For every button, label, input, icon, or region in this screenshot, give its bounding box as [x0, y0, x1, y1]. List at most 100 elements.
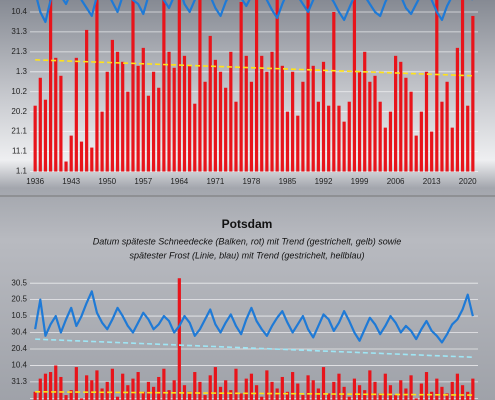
bar — [182, 55, 187, 172]
bar — [115, 396, 120, 400]
bar — [177, 0, 181, 172]
bar — [59, 376, 63, 400]
bar — [38, 378, 42, 400]
y-tick-label: 10.2 — [11, 87, 27, 96]
bar — [316, 101, 320, 172]
bar — [95, 370, 99, 400]
bar — [430, 391, 434, 400]
bar — [33, 391, 37, 400]
bar — [424, 71, 429, 172]
bar — [193, 103, 197, 172]
bar — [321, 61, 326, 172]
bar — [162, 368, 166, 400]
x-tick-label: 1964 — [170, 177, 188, 186]
bar — [352, 0, 357, 172]
bar — [414, 135, 418, 172]
trend-line — [35, 390, 473, 396]
bar — [136, 372, 140, 400]
y-tick-label: 30.4 — [11, 328, 27, 337]
bar — [445, 393, 449, 400]
y-tick-label: 31.3 — [11, 377, 27, 386]
bar — [188, 391, 192, 400]
bar — [146, 381, 151, 400]
bar — [291, 71, 295, 172]
bar — [95, 0, 99, 172]
bar — [471, 15, 475, 172]
bar — [167, 51, 171, 172]
bar — [110, 39, 114, 172]
x-tick-label: 1936 — [26, 177, 44, 186]
bar — [260, 396, 264, 400]
x-tick-label: 1943 — [62, 177, 80, 186]
bar — [424, 372, 429, 400]
bar — [43, 99, 48, 172]
plot-area — [30, 0, 478, 172]
bar — [337, 373, 341, 400]
bar — [203, 395, 207, 400]
bar — [74, 57, 78, 172]
bar — [79, 141, 84, 172]
bar — [373, 381, 377, 400]
bar — [193, 372, 197, 400]
bar — [368, 81, 372, 172]
bar — [306, 0, 310, 172]
bar — [285, 391, 290, 400]
bar — [270, 51, 274, 172]
chart-subtitle: Datum späteste Schneedecke (Balken, rot)… — [93, 236, 401, 246]
bar — [445, 81, 449, 172]
bar — [275, 0, 279, 172]
bar — [347, 101, 351, 172]
bar — [224, 380, 228, 400]
data-line — [34, 290, 474, 344]
bar — [383, 127, 387, 172]
bar — [234, 101, 238, 172]
trend-line — [35, 59, 473, 77]
y-tick-label: 10.5 — [11, 311, 27, 320]
bar — [399, 61, 403, 172]
bar — [85, 375, 89, 400]
bar — [285, 111, 290, 172]
bar — [213, 59, 217, 172]
bar — [64, 395, 68, 400]
y-tick-label: 20.5 — [11, 295, 27, 304]
bar — [270, 381, 274, 400]
bar — [280, 376, 284, 400]
x-tick-label: 1992 — [315, 177, 333, 186]
x-tick-label: 1950 — [98, 177, 116, 186]
bar — [435, 378, 439, 400]
bar — [291, 372, 295, 400]
bar — [347, 396, 351, 400]
bar — [280, 65, 284, 172]
bar — [254, 385, 259, 400]
bar — [460, 385, 465, 400]
bar — [69, 135, 73, 172]
bar — [440, 386, 444, 400]
bar — [455, 373, 460, 400]
bar — [121, 61, 125, 172]
bar — [373, 75, 377, 172]
bar — [357, 385, 362, 400]
bar — [471, 378, 475, 400]
bar — [131, 378, 135, 400]
bar — [213, 367, 217, 400]
bar — [100, 111, 104, 172]
bar — [265, 370, 269, 400]
bar — [224, 87, 228, 172]
bar — [141, 391, 145, 400]
trend-line — [35, 338, 473, 359]
bar — [90, 380, 94, 400]
bar — [151, 386, 156, 400]
x-tick-label: 2020 — [459, 177, 477, 186]
y-tick-label: 1.3 — [16, 67, 28, 76]
x-tick-label: 1985 — [279, 177, 297, 186]
bar — [311, 65, 315, 172]
bar — [332, 381, 336, 400]
bar — [368, 370, 372, 400]
bar — [440, 101, 444, 172]
bar — [203, 81, 207, 172]
bar — [239, 393, 243, 400]
bar — [64, 161, 68, 172]
bar — [466, 105, 470, 172]
plot-area — [30, 278, 478, 400]
